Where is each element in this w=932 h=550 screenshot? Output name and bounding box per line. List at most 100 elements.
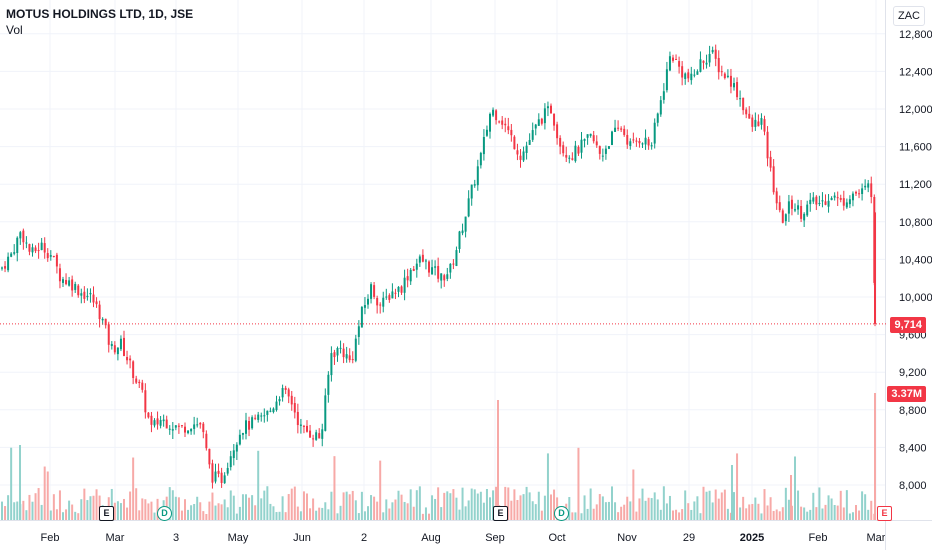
- candle-body: [184, 426, 186, 433]
- volume-bar: [306, 493, 308, 520]
- currency-unit-button[interactable]: ZAC: [893, 6, 925, 26]
- volume-bar: [656, 499, 659, 520]
- candle-body: [662, 91, 665, 100]
- candle-body: [668, 56, 671, 71]
- volume-bar: [287, 494, 290, 520]
- volume-bar: [284, 512, 287, 520]
- volume-bar: [772, 510, 775, 520]
- volume-bar: [110, 488, 113, 520]
- volume-bar: [485, 488, 488, 520]
- volume-bar: [119, 503, 122, 520]
- volume-bar: [89, 496, 92, 520]
- volume-bar: [116, 501, 119, 520]
- candle-body: [684, 73, 687, 79]
- candle-body: [281, 388, 284, 398]
- candle-body: [833, 195, 836, 198]
- candle-body: [367, 298, 369, 305]
- earnings-event-marker[interactable]: E: [99, 506, 114, 521]
- candle-body: [470, 184, 473, 199]
- volume-bar: [620, 506, 623, 520]
- candle-body: [71, 279, 74, 291]
- candle-body: [19, 232, 22, 239]
- volume-bar: [141, 498, 144, 520]
- dividend-event-marker[interactable]: D: [157, 506, 172, 521]
- candle-body: [34, 247, 37, 252]
- candle-body: [489, 113, 491, 132]
- volume-bar: [495, 486, 498, 520]
- candle-body: [68, 280, 71, 286]
- earnings-event-marker[interactable]: E: [877, 506, 892, 521]
- candle-body: [83, 291, 86, 299]
- volume-bar: [702, 486, 705, 520]
- candle-body: [110, 343, 113, 347]
- dividend-event-marker[interactable]: D: [554, 506, 569, 521]
- candle-body: [65, 279, 68, 285]
- candle-body: [839, 197, 842, 200]
- candle-body: [513, 136, 516, 150]
- candle-body: [263, 415, 266, 417]
- candle-body: [607, 146, 610, 149]
- volume-bar: [123, 498, 125, 520]
- volume-bar: [208, 501, 211, 520]
- candle-body: [412, 268, 415, 271]
- candle-body: [568, 157, 571, 159]
- candle-body: [119, 338, 122, 350]
- volume-bar: [714, 489, 717, 520]
- volume-bar: [537, 491, 540, 520]
- candle-body: [74, 283, 77, 290]
- x-tick-label: May: [228, 532, 249, 544]
- volume-bar: [150, 501, 153, 520]
- candle-body: [635, 140, 638, 142]
- volume-bar: [180, 510, 183, 520]
- candle-body: [135, 378, 138, 383]
- volume-bar: [342, 492, 345, 520]
- candle-body: [245, 420, 247, 434]
- candle-body: [647, 139, 650, 146]
- volume-bar: [842, 507, 845, 520]
- candle-body: [397, 286, 400, 292]
- candle-body: [431, 267, 434, 275]
- volume-bar: [144, 499, 147, 520]
- volume-bar: [870, 500, 873, 520]
- y-tick-label: 12,400: [899, 66, 932, 78]
- candle-body: [168, 428, 171, 430]
- candle-body: [794, 209, 796, 211]
- volume-bar: [34, 493, 37, 520]
- candle-body: [251, 417, 254, 429]
- volume-bar: [147, 503, 150, 520]
- candle-body: [235, 444, 238, 452]
- candle-body: [766, 131, 769, 159]
- candle-body: [241, 433, 244, 435]
- volume-bar: [31, 501, 34, 520]
- volume-bar: [550, 494, 552, 520]
- volume-bar: [687, 503, 690, 520]
- candle-body: [238, 434, 241, 445]
- candle-body: [583, 139, 586, 141]
- volume-bar: [516, 500, 519, 520]
- volume-bar: [867, 509, 870, 520]
- candle-body: [705, 62, 708, 65]
- candle-body: [269, 410, 272, 412]
- volume-bar: [321, 507, 324, 520]
- volume-bar: [58, 490, 61, 520]
- volume-bar: [760, 513, 763, 520]
- volume-bar: [489, 497, 491, 520]
- y-tick-label: 10,000: [899, 292, 932, 304]
- volume-bar: [19, 445, 21, 520]
- candle-body: [687, 72, 690, 79]
- candle-body: [720, 71, 723, 73]
- candle-body: [278, 399, 281, 402]
- earnings-event-marker[interactable]: E: [493, 506, 508, 521]
- candle-body: [205, 433, 208, 449]
- candle-body: [748, 113, 751, 119]
- candle-body: [16, 237, 19, 253]
- volume-bar: [543, 495, 546, 520]
- candle-body: [4, 266, 7, 269]
- volume-bar: [830, 498, 833, 520]
- volume-bar: [611, 486, 613, 520]
- candle-body: [775, 191, 778, 204]
- volume-bar: [855, 505, 857, 520]
- x-tick-label: 2025: [740, 532, 764, 544]
